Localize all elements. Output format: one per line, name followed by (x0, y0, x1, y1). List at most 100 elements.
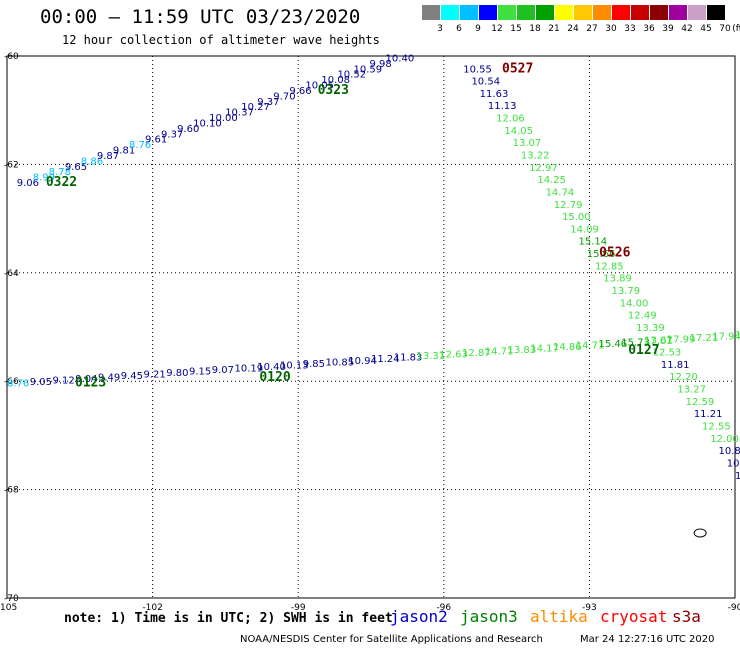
legend-swatch (612, 5, 631, 20)
legend-label: 42 (681, 24, 693, 34)
swh-value: 12.79 (554, 200, 583, 211)
swh-value: 8.78 (49, 167, 71, 178)
swh-value: 10.85 (326, 357, 355, 368)
pass-time-label: 0123 (75, 376, 106, 391)
swh-value: 10.37 (225, 108, 254, 119)
legend-swatch (688, 5, 707, 20)
legend-label: 70 (719, 24, 731, 34)
swh-value: 12.97 (529, 163, 558, 174)
swh-value: 9.05 (30, 377, 52, 388)
legend-swatch (479, 5, 498, 20)
swh-value: 11.21 (694, 409, 723, 420)
legend-label: 3 (437, 24, 443, 34)
satellite-altika: altika (530, 607, 588, 626)
swh-value: 10.27 (241, 102, 270, 113)
legend-label: 12 (491, 24, 503, 34)
swh-value: 14.17 (530, 344, 559, 355)
swh-value: 9.60 (177, 124, 199, 135)
pass-time-label: 0527 (502, 61, 533, 76)
swh-value: 9.61 (145, 135, 167, 146)
swh-value: 10.40 (386, 53, 415, 64)
legend-swatch (460, 5, 479, 20)
swh-value: 12.59 (686, 397, 715, 408)
swh-value: 9.06 (17, 178, 39, 189)
swh-value: 10.08 (321, 75, 350, 86)
swh-value: 12.63 (439, 350, 468, 361)
swh-value: 15.00 (562, 212, 591, 223)
swh-value: 10.59 (353, 64, 382, 75)
timestamp: Mar 24 12:27:16 UTC 2020 (580, 634, 715, 645)
legend-swatch (707, 5, 726, 20)
swh-value: 11.13 (488, 101, 517, 112)
legend-label: 21 (548, 24, 560, 34)
legend-swatch (650, 5, 669, 20)
legend-label: 9 (475, 24, 481, 34)
lon-tick-label: -90 (728, 603, 740, 613)
swh-value: 11.63 (480, 89, 509, 100)
swh-value: 9.07 (212, 365, 234, 376)
lon-tick-label: -102 (142, 603, 162, 613)
swh-value: 17.01 (644, 336, 673, 347)
legend-swatch (422, 5, 441, 20)
swh-value: 9.37 (161, 129, 183, 140)
swh-value: 9.37 (257, 97, 279, 108)
swh-value: 13.27 (677, 385, 706, 396)
legend-swatch (536, 5, 555, 20)
lat-tick-label: -64 (4, 269, 19, 279)
swh-value: 12.00 (710, 434, 739, 445)
legend-label: 36 (643, 24, 655, 34)
satellite-cryosat: cryosat (600, 607, 668, 626)
swh-value: 12.06 (496, 114, 525, 125)
swh-value: 15.14 (579, 237, 608, 248)
footer-note: note: 1) Time is in UTC; 2) SWH is in fe… (64, 611, 393, 626)
swh-value: 12.87 (462, 348, 491, 359)
swh-value: 17.99 (667, 334, 696, 345)
lat-tick-label: -62 (4, 160, 19, 170)
swh-value: 13.31 (417, 351, 446, 362)
swh-value: 9.80 (166, 368, 188, 379)
legend-label: 24 (567, 24, 579, 34)
satellite-jason3: jason3 (460, 607, 518, 626)
swh-value: 10.87 (719, 446, 740, 457)
swh-value: 10.19 (235, 363, 264, 374)
swh-value: 14.09 (570, 224, 599, 235)
swh-value: 9.66 (289, 86, 311, 97)
swh-value: 13.89 (603, 274, 632, 285)
swh-value: 9.04 (75, 374, 97, 385)
legend-label: 27 (586, 24, 598, 34)
map-frame (6, 55, 736, 599)
swh-value: 13.07 (513, 138, 542, 149)
swh-value: 8.76 (129, 140, 151, 151)
swh-value: 17.10 (735, 330, 740, 341)
swh-value: 10.10 (193, 118, 222, 129)
swh-value: 9.70 (273, 91, 295, 102)
swh-value: 11.83 (394, 353, 423, 364)
legend-label: 6 (456, 24, 462, 34)
pass-time-label: 0120 (259, 370, 290, 385)
swh-value: 8.86 (81, 156, 103, 167)
legend-swatch (593, 5, 612, 20)
legend-swatch (517, 5, 536, 20)
swh-value: 9.15 (189, 366, 211, 377)
swh-value: 14.74 (546, 187, 575, 198)
satellite-s3a: s3a (672, 607, 701, 626)
pass-time-label: 0322 (46, 175, 77, 190)
page-title: 00:00 – 11:59 UTC 03/23/2020 (40, 6, 361, 28)
lon-tick-label: -99 (291, 603, 306, 613)
swh-value: 10.05 (305, 81, 334, 92)
swh-value: 9.81 (113, 146, 135, 157)
swh-value: 8.76 (7, 379, 29, 390)
swh-value: 10.13 (280, 360, 309, 371)
swh-value: 12.20 (669, 372, 698, 383)
lon-tick-label: -105 (0, 603, 17, 613)
swh-value: 13.39 (636, 323, 665, 334)
swh-value: 13.83 (508, 345, 537, 356)
swh-value: 12.55 (702, 421, 731, 432)
swh-value: 12.53 (653, 348, 682, 359)
swh-value: 9.45 (121, 371, 143, 382)
swh-value: 12.49 (628, 311, 657, 322)
swh-value: 17.21 (690, 333, 719, 344)
legend-swatch (574, 5, 593, 20)
swh-value: 13.22 (521, 150, 550, 161)
